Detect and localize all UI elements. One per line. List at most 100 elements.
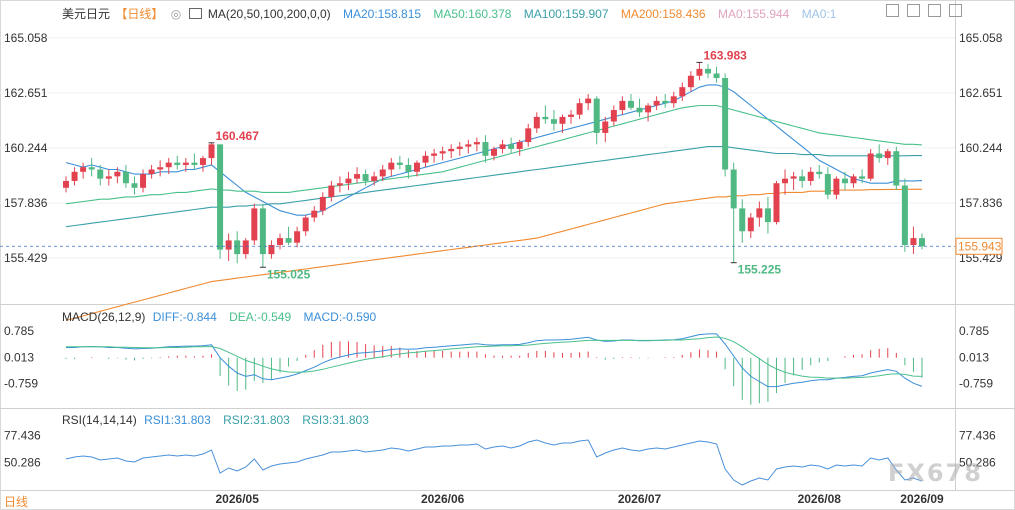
macd-y-tick-right: -0.759 [959,377,993,391]
grid-icon[interactable] [886,4,899,17]
candle-body [157,167,164,170]
ma-settings-label[interactable]: MA(20,50,100,200,0,0) [207,7,331,21]
candle-body [234,240,241,255]
candle-body [345,178,352,184]
macd-header: MACD(26,12,9) DIFF:-0.844 DEA:-0.549 MAC… [62,310,385,324]
x-tick-label: 2026/05 [216,492,260,506]
candle-body [722,78,729,170]
candle-body [876,153,883,159]
candle-body [277,238,283,245]
annotation-high-label: 160.467 [216,129,260,143]
candle-body [645,105,652,113]
candle-body [610,110,617,122]
rsi1-value: RSI1:31.803 [144,413,211,427]
watermark-logo: FX678 [888,459,992,487]
candle-body [251,208,258,241]
ma-indicator-icon[interactable] [188,8,202,19]
ma0-value-b: MA0:1 [801,7,837,21]
fullscreen-icon[interactable] [949,4,962,17]
candle-body [336,183,343,186]
candle-body [841,178,848,184]
rsi1-line [65,439,923,486]
candle-body [884,151,891,159]
period-label[interactable]: 【日线】 [115,7,164,21]
candle-body [71,171,78,181]
candle-body [602,121,609,133]
candle-body [807,171,814,181]
macd-dea-value: DEA:-0.549 [229,310,292,324]
candle-body [354,174,361,179]
bottom-period-text: 日线 [4,495,29,509]
main-y-tick-left: 165.058 [4,31,48,45]
candle-body [439,151,446,154]
main-y-tick-left: 162.651 [4,86,48,100]
ma0-value-a: MA0:155.944 [717,7,790,21]
candle-body [448,148,455,152]
main-y-tick-left: 160.244 [4,141,48,155]
macd-y-tick-left: 0.013 [4,350,34,364]
candle-body [491,148,497,156]
candle-body [422,155,429,163]
candle-body [268,244,275,255]
candle-body [405,164,412,172]
candle-body [97,169,104,179]
zoom-in-icon[interactable] [907,4,920,17]
candle-body [499,144,506,149]
candle-body [259,208,266,255]
candle-body [285,238,292,243]
ma-line-ma200 [65,188,923,321]
candle-body [756,208,763,218]
ma100-value: MA100:159.907 [523,7,609,21]
eye-icon[interactable]: ◎ [170,7,182,21]
annotation-low-label: 155.025 [267,267,311,281]
macd-y-tick-left: 0.785 [4,324,34,338]
x-tick-label: 2026/09 [900,492,944,506]
zoom-out-icon[interactable] [928,4,941,17]
candle-body [217,144,224,250]
x-tick-label: 2026/07 [618,492,662,506]
candle-body [328,185,335,197]
macd-dea-line [66,336,923,379]
candle-body [482,142,489,156]
candle-body [859,176,866,179]
bottom-period-label[interactable]: 日线 [4,493,37,510]
candle-body [653,100,660,106]
macd-title[interactable]: MACD(26,12,9) [62,310,146,324]
candle-body [705,68,711,74]
macd-y-tick-right: 0.013 [959,350,989,364]
candle-body [379,169,386,177]
candle-body [191,162,198,165]
symbol-label: 美元日元 [62,7,111,21]
macd-y-tick-right: 0.785 [959,324,989,338]
candle-body [63,180,69,188]
rsi-y-tick-left: 50.286 [4,456,41,470]
candle-body [627,100,634,108]
annotation-low-label: 155.225 [738,263,782,277]
rsi-header: RSI(14,14,14) RSI1:31.803 RSI2:31.803 RS… [62,413,378,427]
candle-body [371,176,378,181]
candle-body [824,174,831,195]
candle-body [850,176,857,184]
candle-body [687,75,694,88]
rsi-title[interactable]: RSI(14,14,14) [62,413,137,427]
candle-body [413,162,420,172]
rsi3-value: RSI3:31.803 [302,413,369,427]
rsi-y-tick-right: 77.436 [959,429,996,443]
candle-body [550,119,557,124]
ma50-value: MA50:160.378 [433,7,512,21]
rsi2-value: RSI2:31.803 [223,413,290,427]
candle-body [636,107,643,113]
candle-body [80,167,87,172]
candle-body [225,240,232,250]
x-tick-label: 2026/08 [798,492,842,506]
candle-body [114,171,121,177]
candle-body [456,146,463,149]
ma200-value: MA200:158.436 [620,7,706,21]
main-y-tick-left: 157.836 [4,196,48,210]
main-y-tick-right: 165.058 [959,31,1003,45]
ma20-value: MA20:158.815 [342,7,422,21]
candle-body [730,169,737,209]
candle-body [131,183,138,188]
candle-body [311,210,318,218]
